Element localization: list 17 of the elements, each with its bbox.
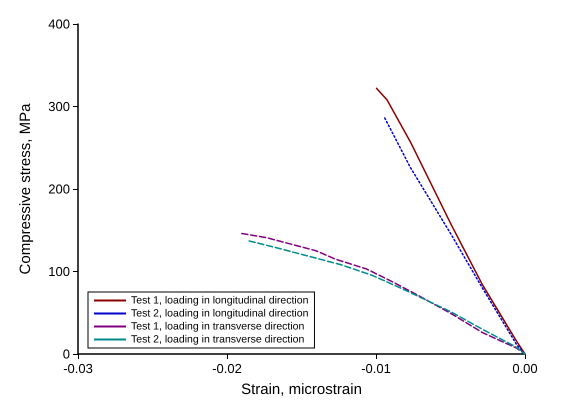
- legend-label: Test 2, loading in transverse direction: [131, 334, 305, 346]
- legend-label: Test 1, loading in longitudinal direction: [131, 294, 309, 306]
- y-tick-label: 0: [62, 346, 70, 362]
- legend-label: Test 2, loading in longitudinal direction: [131, 308, 309, 320]
- y-tick-label: 400: [48, 16, 70, 32]
- y-tick-label: 200: [48, 182, 70, 196]
- x-tick-label: -0.02: [212, 361, 242, 376]
- x-tick-label: -0.01: [361, 361, 391, 376]
- x-tick-label: 0.00: [512, 361, 538, 376]
- legend-label: Test 1, loading in transverse direction: [131, 320, 305, 332]
- y-tick-label: 300: [48, 99, 70, 114]
- line-series: [376, 88, 526, 355]
- y-tick-label: 100: [48, 264, 70, 279]
- x-axis-title: Strain, microstrain: [241, 381, 362, 398]
- x-tick-label: -0.03: [63, 361, 93, 376]
- line-series: [384, 117, 526, 355]
- y-axis-title: Compressive stress, MPa: [17, 102, 34, 274]
